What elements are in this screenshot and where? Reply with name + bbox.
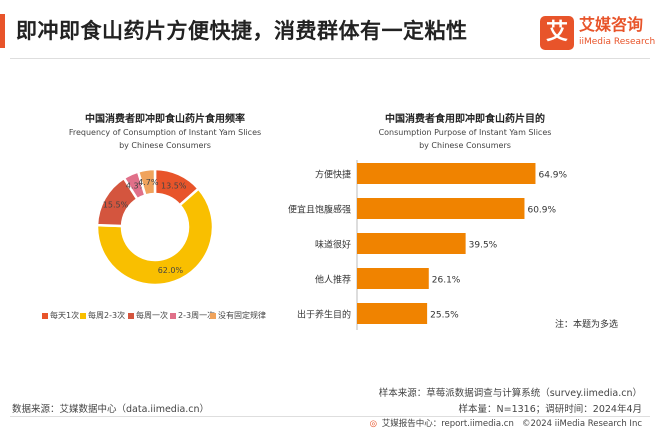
legend-label: 每周2-3次: [88, 311, 126, 320]
legend-label: 每周一次: [136, 311, 168, 320]
donut-legend: 每天1次 每周2-3次 每周一次 2-3周一次 没有固定规律: [42, 310, 282, 324]
donut-slice: [95, 186, 215, 287]
sample-source: 样本来源：草莓派数据调查与计算系统（survey.iimedia.cn）: [378, 388, 642, 399]
bar-category-label: 他人推荐: [315, 274, 351, 286]
legend-item: 每周一次: [128, 310, 168, 321]
bar: [357, 163, 536, 184]
copyright: ©2024 iiMedia Research Inc: [521, 419, 642, 429]
bar-value-label: 25.5%: [430, 311, 459, 321]
bar: [357, 198, 525, 219]
bar-value-label: 26.1%: [432, 276, 461, 286]
legend-label: 没有固定规律: [218, 311, 266, 320]
bar: [357, 303, 428, 324]
report-center-link[interactable]: 艾媒报告中心：report.iimedia.cn: [381, 419, 514, 429]
brand-logo: 艾 艾媒咨询 iiMedia Research: [540, 15, 656, 51]
legend-swatch: [80, 312, 86, 319]
donut-chart-subtitle-2: by Chinese Consumers: [119, 141, 211, 150]
bar-value-label: 64.9%: [538, 171, 567, 181]
legend-item: 2-3周一次: [170, 310, 215, 321]
title-accent-bar: [0, 14, 5, 48]
donut-chart-title: 中国消费者即冲即食山药片食用频率: [85, 114, 245, 125]
donut-slice-label: 62.0%: [158, 266, 184, 275]
footer-divider: [10, 416, 650, 417]
bar-category-label: 便宜且饱腹感强: [288, 204, 351, 216]
bar: [357, 233, 466, 254]
legend-label: 每天1次: [50, 311, 80, 320]
legend-swatch: [170, 312, 176, 319]
donut-slice-label: 13.5%: [161, 182, 187, 191]
donut-chart: 13.5% 62.0% 15.5% 4.3%4.7%: [95, 167, 215, 287]
legend-item: 每天1次: [42, 310, 79, 321]
sample-size: 样本量：N=1316；调研时间：2024年4月: [458, 404, 642, 415]
legend-swatch: [42, 312, 48, 319]
bar: [357, 268, 429, 289]
bar-value-label: 60.9%: [527, 206, 556, 216]
legend-label: 2-3周一次: [178, 311, 216, 320]
bar-chart-subtitle-2: by Chinese Consumers: [419, 141, 511, 150]
page-title: 即冲即食山药片方便快捷，消费群体有一定粘性: [16, 19, 468, 43]
legend-swatch: [210, 312, 216, 319]
donut-slice-label: 4.7%: [138, 178, 159, 187]
multi-select-note: 注：本题为多选: [555, 320, 619, 330]
bar-chart-subtitle-1: Consumption Purpose of Instant Yam Slice…: [378, 128, 552, 137]
donut-slice: [136, 167, 157, 197]
donut-slice-label: 4.3%: [126, 182, 147, 191]
brand-name-en: iiMedia Research: [579, 37, 656, 47]
bar-value-label: 39.5%: [469, 241, 498, 251]
legend-item: 每周2-3次: [80, 310, 125, 321]
bar-chart: 方便快捷 64.9% 便宜且饱腹感强 60.9% 味道很好 39.5% 他人推荐 26.1% 出…: [288, 160, 568, 330]
brand-name-cn: 艾媒咨询: [579, 15, 644, 34]
bar-category-label: 味道很好: [315, 239, 351, 251]
donut-slice-label: 15.5%: [103, 200, 129, 209]
brand-logo-mark: 艾: [540, 16, 574, 50]
bar-category-label: 方便快捷: [315, 169, 351, 181]
bar-category-label: 出于养生目的: [297, 309, 351, 321]
legend-swatch: [128, 312, 134, 319]
header-divider: [10, 58, 650, 59]
data-source: 数据来源：艾媒数据中心（data.iimedia.cn）: [12, 404, 210, 415]
report-footer: ◎ 艾媒报告中心：report.iimedia.cn ©2024 iiMedia…: [370, 418, 642, 430]
legend-item: 没有固定规律: [210, 310, 266, 321]
report-center-icon: ◎: [369, 419, 378, 429]
bar-chart-title: 中国消费者食用即冲即食山药片目的: [385, 114, 545, 125]
donut-chart-subtitle-1: Frequency of Consumption of Instant Yam …: [68, 128, 262, 137]
